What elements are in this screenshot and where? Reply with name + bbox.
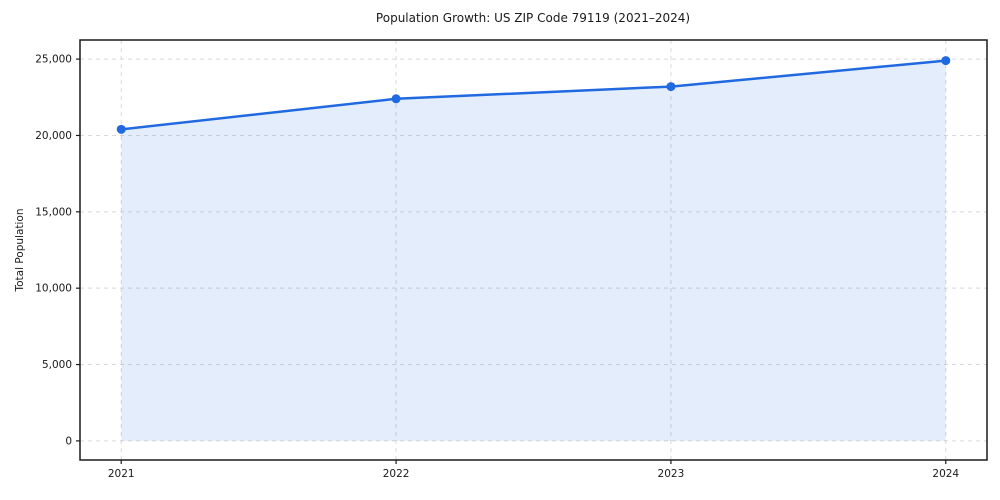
y-axis-title: Total Population (14, 208, 26, 292)
y-tick-label: 20,000 (35, 130, 72, 142)
plot-background (80, 40, 987, 460)
data-point (941, 56, 951, 66)
x-tick-label: 2021 (108, 468, 135, 480)
y-tick-label: 5,000 (42, 359, 72, 371)
plot-border (79, 39, 988, 461)
chart-title: Population Growth: US ZIP Code 79119 (20… (375, 11, 691, 25)
x-tick-label: 2022 (383, 468, 410, 480)
data-point (116, 124, 126, 134)
y-tick-label: 10,000 (35, 283, 72, 295)
y-tick-label: 25,000 (35, 54, 72, 66)
y-tick-label: 15,000 (35, 206, 72, 218)
area-fill (121, 60, 946, 441)
data-point (666, 82, 676, 92)
y-tick-label: 0 (65, 435, 72, 447)
data-point (391, 94, 401, 104)
x-tick-label: 2023 (658, 468, 685, 480)
data-line (119, 59, 948, 131)
x-tick-label: 2024 (932, 468, 959, 480)
